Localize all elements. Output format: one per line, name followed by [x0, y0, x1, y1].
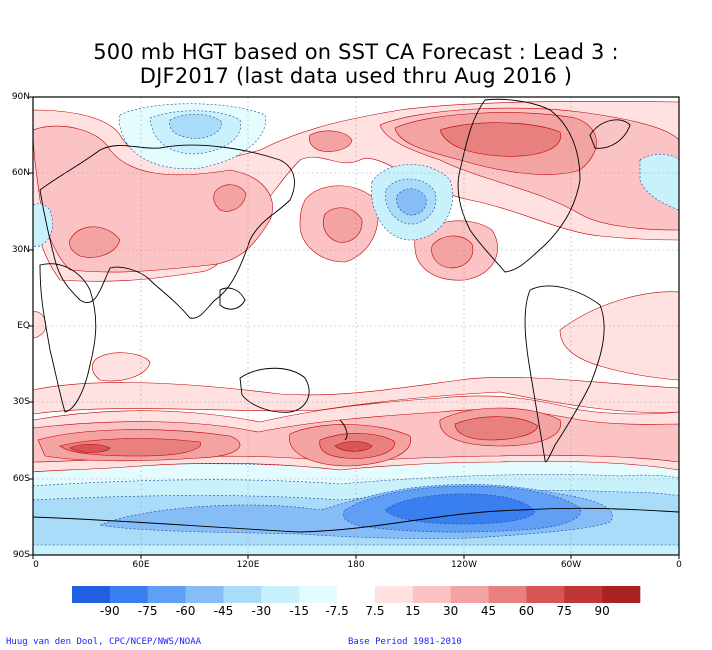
colorbar-swatch	[602, 586, 641, 603]
map-title-line2: DJF2017 (last data used thru Aug 2016 )	[139, 64, 573, 88]
colorbar-label: -90	[100, 604, 120, 618]
anomaly-field	[33, 97, 679, 555]
colorbar-label: -75	[137, 604, 158, 618]
colorbar-label: 90	[594, 604, 610, 618]
colorbar-label: -45	[213, 604, 234, 618]
colorbar-swatch	[412, 586, 451, 603]
lat-label-90s: 90S	[12, 550, 30, 560]
colorbar-label: 7.5	[365, 604, 385, 618]
lon-label-60e: 60E	[132, 560, 150, 570]
colorbar-swatch	[261, 586, 300, 603]
lon-label-120e: 120E	[236, 560, 260, 570]
base-period-text: Base Period 1981-2010	[348, 637, 462, 647]
positive-anomaly-south	[33, 395, 679, 473]
colorbar-label: 75	[556, 604, 572, 618]
colorbar-swatch	[185, 586, 224, 603]
lat-label-30s: 30S	[12, 397, 30, 407]
lon-label-180: 180	[347, 560, 365, 570]
tick-marks	[29, 96, 680, 559]
map-title-line1: 500 mb HGT based on SST CA Forecast : Le…	[93, 40, 619, 64]
colorbar-swatch	[450, 586, 489, 603]
colorbar-swatch	[147, 586, 186, 603]
negative-anomaly-north	[33, 103, 679, 247]
colorbar-swatch	[337, 586, 376, 603]
colorbar-label: 45	[480, 604, 497, 618]
colorbar-label: -30	[251, 604, 272, 618]
negative-anomaly-south	[33, 460, 679, 555]
colorbar-label: 30	[443, 604, 459, 618]
colorbar-label: -60	[175, 604, 196, 618]
colorbar-swatch	[109, 586, 149, 603]
colorbar-swatch	[72, 586, 111, 603]
lat-label-90n: 90N	[11, 92, 30, 102]
colorbar-swatch	[564, 586, 603, 603]
colorbar	[72, 586, 641, 603]
lat-label-eq: EQ	[17, 321, 30, 331]
lat-label-60s: 60S	[12, 474, 30, 484]
colorbar-swatch	[299, 586, 338, 603]
lat-label-60n: 60N	[11, 168, 30, 178]
coastlines	[33, 98, 679, 533]
colorbar-label: 15	[405, 604, 421, 618]
lon-label-0-west: 0	[33, 560, 39, 570]
colorbar-label: 60	[518, 604, 535, 618]
lat-label-30n: 30N	[11, 245, 30, 255]
credit-text: Huug van den Dool, CPC/NCEP/NWS/NOAA	[6, 637, 202, 647]
colorbar-label: -7.5	[325, 604, 349, 618]
colorbar-swatch	[488, 586, 527, 603]
lon-label-0-east: 0	[676, 560, 682, 570]
positive-anomaly-tropics	[33, 291, 679, 415]
colorbar-swatch	[223, 586, 262, 603]
colorbar-swatch	[526, 586, 565, 603]
lon-label-60w: 60W	[560, 560, 582, 570]
lon-label-120w: 120W	[450, 560, 478, 570]
colorbar-swatch	[374, 586, 414, 603]
colorbar-label: -15	[289, 604, 309, 618]
